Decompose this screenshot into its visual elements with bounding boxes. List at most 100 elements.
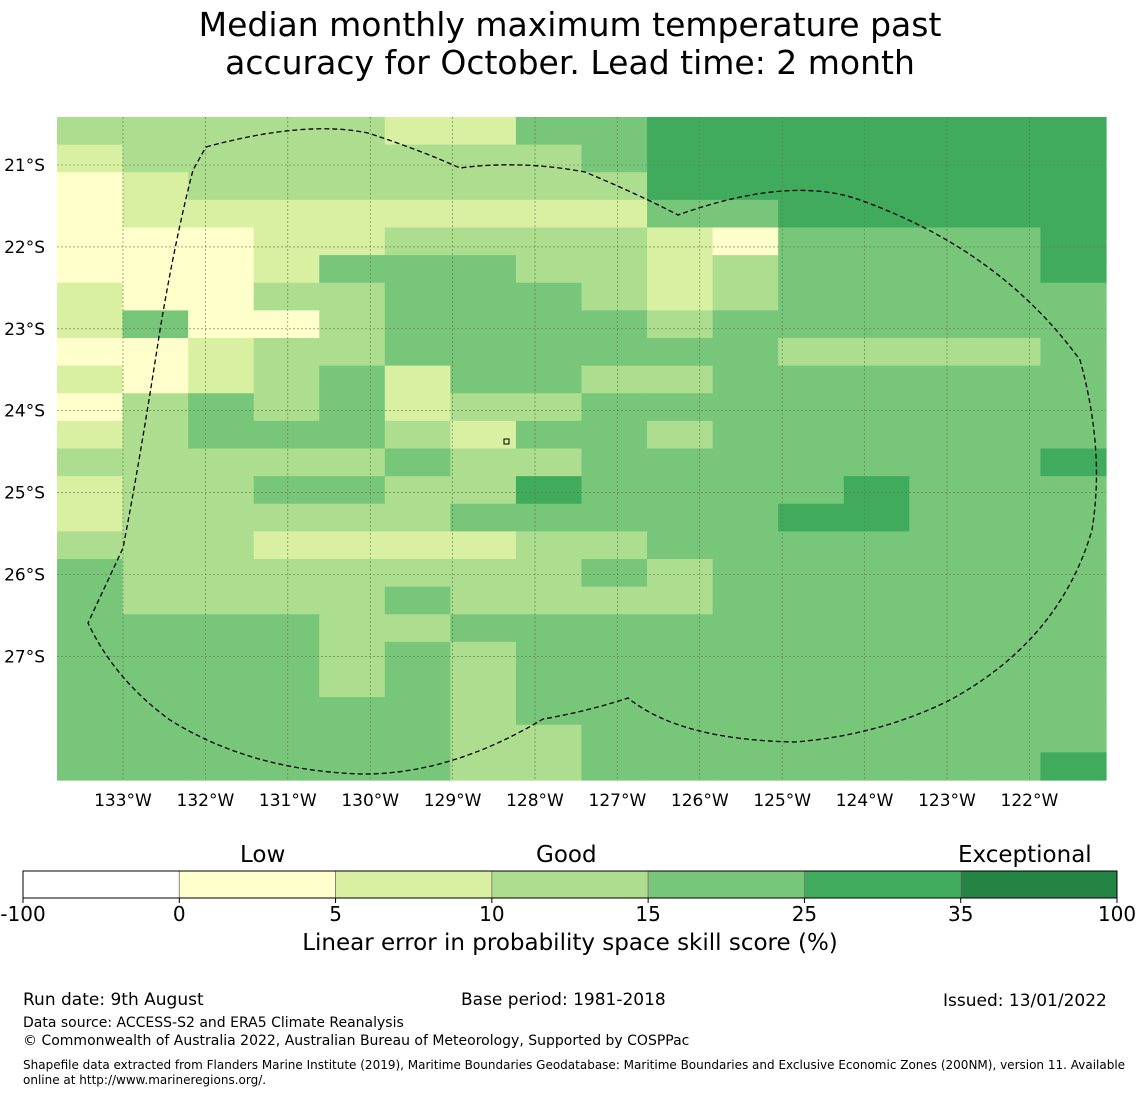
grid-cell — [450, 586, 517, 615]
grid-cell — [515, 476, 583, 505]
colorbar-label: Linear error in probability space skill … — [302, 930, 838, 956]
grid-cell — [188, 724, 255, 753]
grid-cell — [581, 338, 648, 367]
grid-cell — [319, 476, 386, 505]
grid-cell — [778, 144, 845, 173]
shapefile-credit: Shapefile data extracted from Flanders M… — [23, 1058, 1126, 1087]
grid-cell — [974, 448, 1042, 477]
grid-cell — [647, 503, 714, 532]
grid-cell — [843, 199, 910, 229]
grid-cell — [1040, 752, 1107, 781]
grid-cell — [843, 641, 910, 671]
grid-cell — [515, 503, 583, 532]
grid-cell — [450, 144, 517, 173]
grid-cell — [581, 310, 648, 339]
grid-cell — [974, 393, 1042, 422]
grid-cell — [909, 724, 976, 753]
longitude-tick-label: 132°W — [177, 791, 235, 811]
grid-cell — [515, 338, 583, 367]
grid-cell — [712, 697, 779, 726]
data-source: Data source: ACCESS-S2 and ERA5 Climate … — [23, 1015, 404, 1031]
grid-cell — [515, 559, 583, 588]
grid-cell — [909, 531, 976, 560]
grid-cell — [581, 724, 648, 753]
grid-cell — [909, 503, 976, 532]
grid-cell — [188, 227, 255, 256]
grid-cell — [253, 586, 320, 615]
grid-cell — [253, 393, 320, 422]
grid-cell — [647, 448, 714, 477]
grid-cell — [57, 752, 124, 781]
grid-cell — [384, 586, 451, 615]
grid-cell — [1040, 669, 1107, 698]
grid-cell — [319, 503, 386, 532]
grid-cell — [188, 669, 255, 698]
grid-cell — [319, 172, 386, 201]
colorbar-tick-label: 10 — [479, 902, 504, 926]
colorbar-tick-label: 0 — [173, 902, 186, 926]
grid-cell — [712, 420, 779, 450]
grid-cell — [450, 199, 517, 229]
grid-cell — [909, 669, 976, 698]
grid-cell — [57, 310, 124, 339]
grid-cell — [1040, 614, 1107, 643]
grid-cell — [319, 669, 386, 698]
grid-cell — [909, 697, 976, 726]
grid-cell — [253, 448, 320, 477]
skill-grid — [57, 117, 1107, 781]
grid-cell — [57, 282, 124, 311]
longitude-tick-label: 124°W — [836, 791, 894, 811]
grid-cell — [319, 586, 386, 615]
grid-cell — [909, 255, 976, 284]
grid-cell — [57, 144, 124, 173]
grid-cell — [253, 420, 320, 450]
grid-cell — [778, 255, 845, 284]
grid-cell — [57, 172, 124, 201]
grid-cell — [450, 559, 517, 588]
grid-cell — [843, 310, 910, 339]
grid-cell — [1040, 559, 1107, 588]
grid-cell — [712, 144, 779, 173]
grid-cell — [122, 420, 189, 450]
grid-cell — [57, 531, 124, 560]
latitude-tick-label: 27°S — [4, 647, 45, 667]
grid-cell — [1040, 641, 1107, 671]
grid-cell — [712, 199, 779, 229]
grid-cell — [778, 531, 845, 560]
grid-cell — [778, 338, 845, 367]
grid-cell — [974, 172, 1042, 201]
grid-cell — [450, 420, 517, 450]
colorbar-swatch — [491, 870, 649, 899]
map-title: Median monthly maximum temperature past … — [0, 6, 1140, 82]
grid-cell — [122, 199, 189, 229]
grid-cell — [450, 448, 517, 477]
grid-cell — [253, 282, 320, 311]
grid-cell — [843, 531, 910, 560]
grid-cell — [581, 227, 648, 256]
grid-cell — [57, 641, 124, 671]
grid-cell — [647, 117, 714, 146]
grid-cell — [909, 586, 976, 615]
grid-cell — [384, 559, 451, 588]
grid-cell — [974, 420, 1042, 450]
grid-cell — [188, 614, 255, 643]
grid-cell — [1040, 503, 1107, 532]
grid-cell — [974, 338, 1042, 367]
grid-cell — [450, 255, 517, 284]
grid-cell — [188, 282, 255, 311]
grid-cell — [384, 476, 451, 505]
grid-cell — [188, 697, 255, 726]
grid-cell — [122, 752, 189, 781]
grid-cell — [319, 310, 386, 339]
grid-cell — [253, 227, 320, 256]
grid-cell — [57, 117, 124, 146]
grid-cell — [909, 338, 976, 367]
grid-cell — [253, 310, 320, 339]
grid-cell — [515, 641, 583, 671]
grid-cell — [515, 199, 583, 229]
grid-cell — [712, 669, 779, 698]
grid-cell — [450, 614, 517, 643]
grid-cell — [909, 559, 976, 588]
grid-cell — [384, 503, 451, 532]
grid-cell — [1040, 338, 1107, 367]
